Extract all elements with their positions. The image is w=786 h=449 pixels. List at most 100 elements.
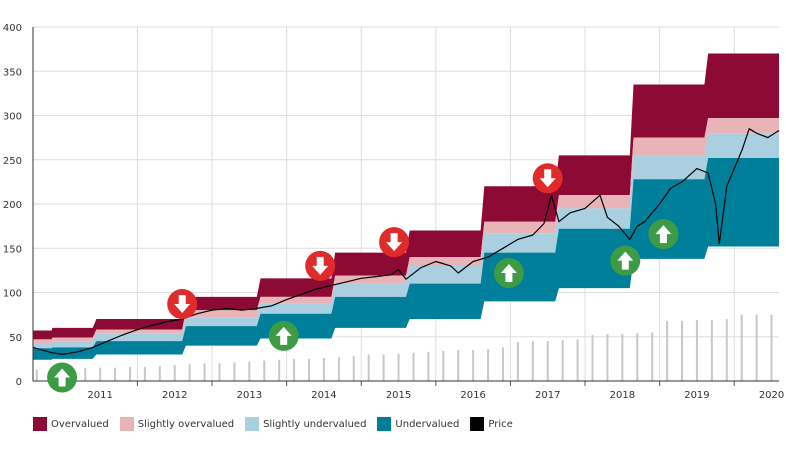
volume-bar — [442, 350, 445, 381]
volume-bar — [666, 320, 669, 381]
x-tick-label: 2018 — [610, 390, 635, 401]
volume-bar — [427, 351, 430, 381]
legend-item-price: Price — [470, 417, 513, 431]
volume-bar — [695, 319, 698, 381]
volume-bar — [248, 361, 251, 381]
x-tick-label: 2020 — [759, 390, 784, 401]
chart-legend: Overvalued Slightly overvalued Slightly … — [33, 415, 524, 433]
volume-bar — [218, 363, 221, 381]
buy-signal-marker — [47, 362, 78, 393]
y-tick-label: 100 — [3, 289, 22, 300]
volume-bar — [367, 354, 370, 381]
legend-item-slightly-undervalued: Slightly undervalued — [245, 417, 366, 431]
y-tick-label: 200 — [3, 200, 22, 211]
volume-bar — [352, 356, 355, 381]
volume-bar — [487, 349, 490, 381]
volume-bar — [158, 365, 161, 381]
legend-item-undervalued: Undervalued — [377, 417, 459, 431]
volume-bar — [710, 319, 713, 381]
volume-bars — [35, 314, 773, 381]
arrow-down-icon — [174, 295, 191, 313]
x-tick-label: 2016 — [460, 390, 485, 401]
band-slightly-overvalued — [33, 118, 779, 343]
arrow-up-icon — [500, 264, 517, 282]
volume-bar — [651, 332, 654, 381]
volume-bar — [322, 357, 325, 381]
volume-bar — [591, 334, 594, 381]
valuation-bands — [33, 53, 779, 360]
valuation-chart: 0 50 100 150 200 250 300 350 400 2011 2012 2013 2014… — [3, 23, 784, 401]
volume-bar — [755, 314, 758, 381]
volume-bar — [337, 357, 340, 381]
arrow-up-icon — [617, 251, 634, 270]
y-tick-label: 300 — [3, 112, 22, 123]
volume-bar — [531, 341, 534, 381]
legend-swatch-overvalued — [33, 417, 47, 431]
volume-bar — [770, 314, 773, 381]
legend-swatch-slightly-undervalued — [245, 417, 260, 431]
volume-bar — [576, 339, 579, 381]
volume-bar — [412, 352, 415, 381]
volume-bar — [546, 341, 549, 381]
sell-signal-marker — [532, 163, 563, 194]
signal-markers — [47, 163, 679, 393]
volume-bar — [203, 363, 206, 381]
volume-bar — [233, 362, 236, 381]
arrow-up-icon — [54, 368, 71, 387]
volume-bar — [128, 366, 131, 381]
buy-signal-marker — [268, 320, 299, 351]
x-tick-label: 2014 — [311, 390, 336, 401]
buy-signal-marker — [610, 245, 641, 276]
volume-bar — [397, 353, 400, 381]
x-tick-label: 2011 — [87, 390, 112, 401]
volume-bar — [501, 347, 504, 381]
volume-bar — [99, 367, 102, 381]
volume-bar — [472, 350, 475, 381]
legend-label-slightly-overvalued: Slightly overvalued — [137, 418, 235, 430]
arrow-up-icon — [275, 326, 292, 345]
volume-bar — [681, 320, 684, 381]
volume-bar — [561, 340, 564, 381]
volume-bar — [308, 358, 311, 381]
legend-swatch-undervalued — [377, 417, 392, 431]
y-tick-label: 350 — [3, 67, 22, 78]
x-tick-label: 2012 — [162, 390, 187, 401]
volume-bar — [143, 366, 146, 381]
chart-axes: 0 50 100 150 200 250 300 350 400 2011 2012 2013 2014… — [3, 23, 784, 401]
arrow-down-icon — [539, 169, 556, 188]
x-tick-label: 2013 — [237, 390, 262, 401]
volume-bar — [516, 342, 519, 381]
price-series — [32, 128, 780, 355]
y-tick-label: 0 — [16, 377, 22, 388]
volume-bar — [188, 364, 191, 381]
volume-bar — [263, 360, 266, 381]
legend-item-slightly-overvalued: Slightly overvalued — [119, 417, 235, 431]
y-tick-label: 400 — [3, 23, 22, 34]
volume-bar — [35, 369, 38, 381]
legend-label-overvalued: Overvalued — [51, 418, 109, 430]
arrow-up-icon — [655, 225, 672, 244]
price-line — [32, 128, 780, 355]
volume-bar — [278, 359, 281, 381]
legend-label-undervalued: Undervalued — [395, 418, 460, 430]
x-tick-label: 2015 — [386, 390, 411, 401]
legend-swatch-slightly-overvalued — [119, 417, 134, 431]
buy-signal-marker — [493, 258, 524, 288]
sell-signal-marker — [305, 250, 336, 281]
arrow-down-icon — [312, 256, 329, 275]
volume-bar — [621, 334, 624, 381]
volume-bar — [457, 350, 460, 381]
legend-swatch-price — [470, 417, 485, 431]
legend-label-price: Price — [488, 418, 513, 430]
volume-bar — [606, 334, 609, 381]
volume-bar — [636, 333, 639, 381]
arrow-down-icon — [386, 233, 403, 252]
volume-bar — [293, 358, 296, 381]
buy-signal-marker — [648, 219, 679, 250]
volume-bar — [382, 354, 385, 381]
sell-signal-marker — [167, 289, 198, 319]
volume-bar — [84, 367, 87, 381]
volume-bar — [740, 314, 743, 381]
x-tick-label: 2019 — [684, 390, 709, 401]
volume-bar — [114, 367, 117, 381]
